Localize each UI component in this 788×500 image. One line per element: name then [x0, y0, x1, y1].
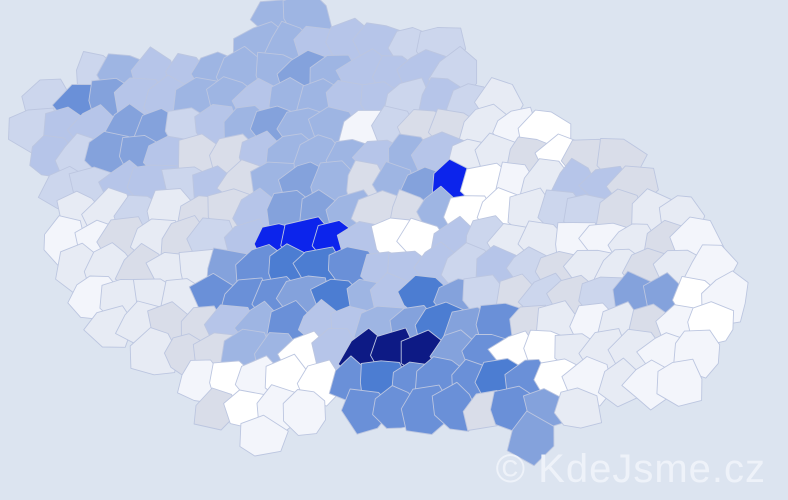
map-region-13-21[interactable] [656, 358, 703, 407]
map-region-15-7[interactable] [239, 414, 289, 457]
map-region-14-18[interactable] [553, 387, 603, 429]
map-region-12-4[interactable] [129, 327, 178, 376]
map-region-14-9[interactable] [282, 389, 326, 436]
map-region-14-6[interactable] [193, 387, 238, 431]
map-region-15-16[interactable] [506, 410, 555, 467]
